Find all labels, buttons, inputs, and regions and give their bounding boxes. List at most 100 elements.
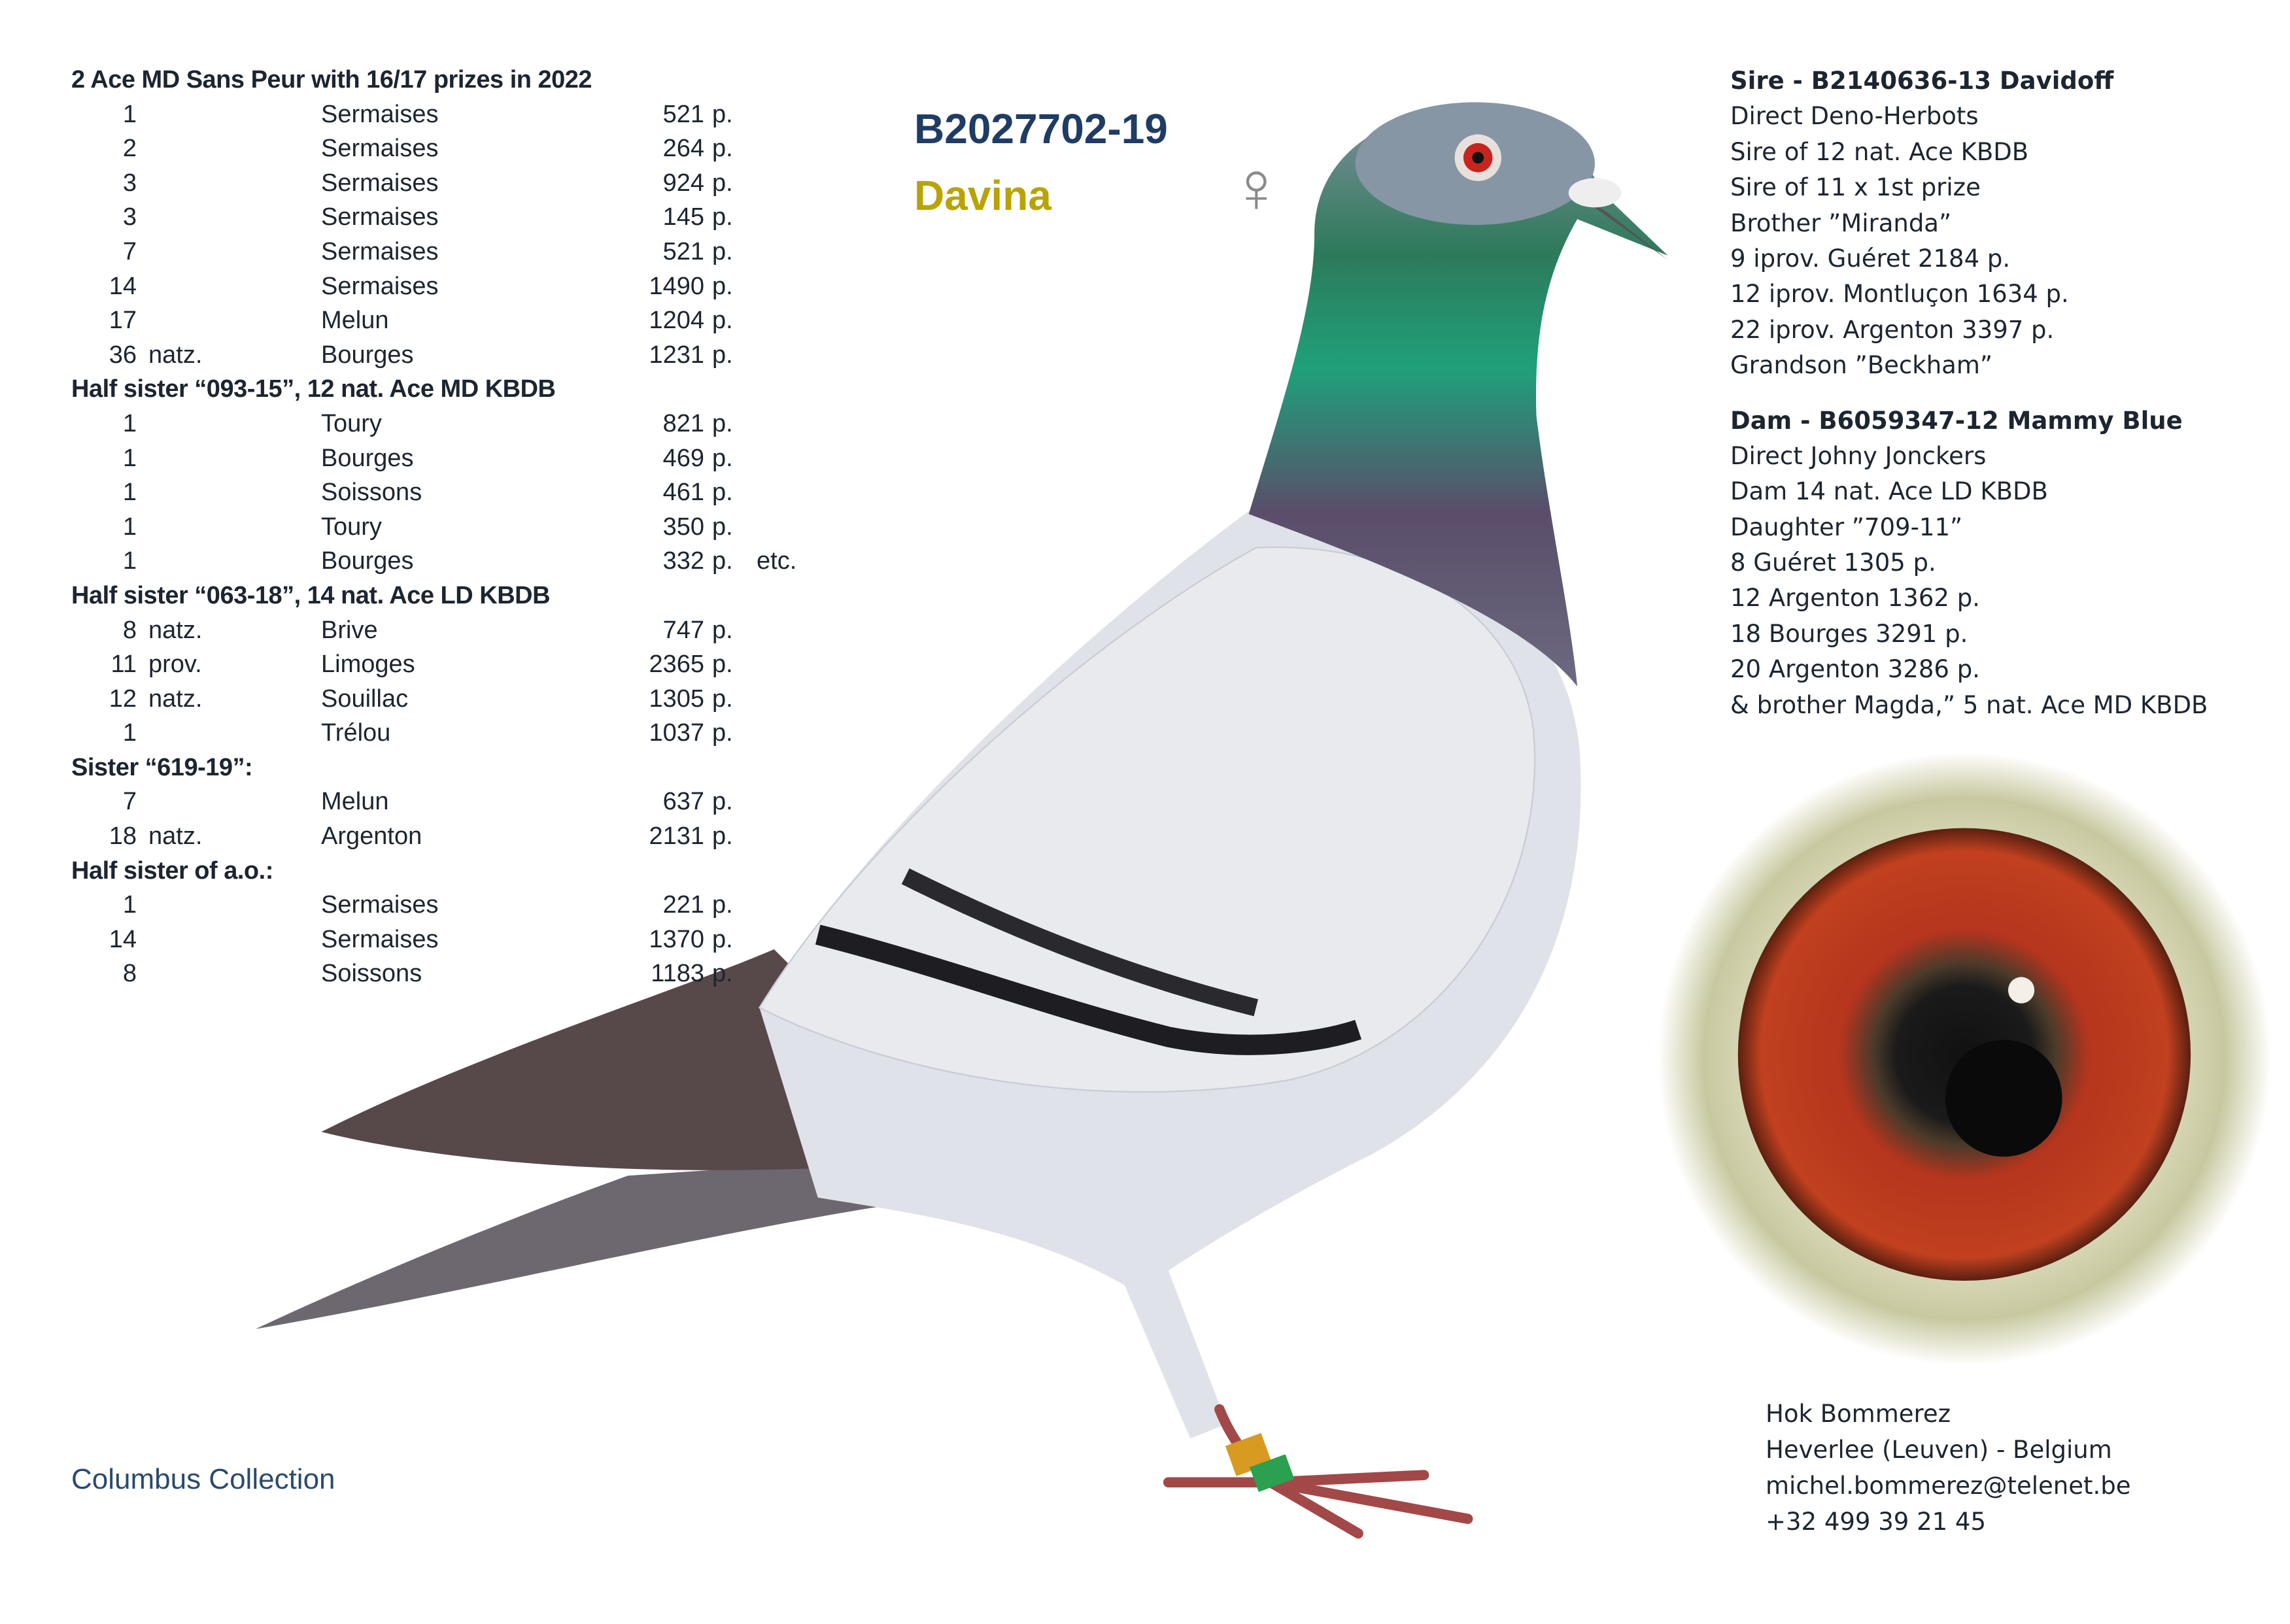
result-pos: 3 [122, 169, 137, 197]
dam-line: Daughter ”709-11” [1730, 513, 1963, 541]
result-pos: 1 [122, 479, 137, 507]
result-unit: p. [712, 891, 733, 919]
result-pts: 1370 [649, 925, 704, 953]
result-pos: 1 [122, 444, 137, 472]
result-row: 8 natz. Brive 747 p. [71, 613, 733, 648]
result-unit: p. [712, 237, 733, 265]
result-loc: Sermaises [321, 891, 439, 919]
result-row: 8 Soissons 1183 p. [71, 956, 733, 991]
result-pos: 2 [122, 135, 137, 163]
collection-label: Columbus Collection [71, 1463, 335, 1495]
result-pos: 1 [122, 547, 137, 575]
result-unit: p. [712, 169, 733, 197]
sire-line: Grandson ”Beckham” [1730, 351, 1993, 380]
result-pts: 521 [662, 237, 704, 265]
dam-line: 18 Bourges 3291 p. [1730, 619, 1968, 648]
beak [1569, 190, 1668, 260]
result-unit: p. [712, 100, 733, 128]
pigeon-name: Davina [914, 172, 1051, 219]
result-unit: p. [712, 513, 733, 541]
result-unit: p. [712, 685, 733, 713]
result-row: 18 natz. Argenton 2131 p. [71, 819, 733, 854]
result-row: 14 Sermaises 1370 p. [71, 922, 733, 957]
section-heading: Half sister of a.o.: [71, 856, 273, 885]
result-unit: p. [712, 444, 733, 472]
sire-line: Sire of 11 x 1st prize [1730, 173, 1981, 202]
result-pos: 36 [109, 341, 137, 369]
result-loc: Melun [321, 788, 389, 816]
result-pts: 469 [662, 444, 704, 472]
result-pts: 1305 [649, 685, 704, 713]
result-pts: 2131 [649, 822, 704, 851]
result-pts: 924 [662, 169, 704, 197]
result-pts: 1490 [649, 272, 704, 300]
spacer [1730, 384, 2208, 403]
wing-bar [901, 868, 1258, 1017]
sire-line: Brother ”Miranda” [1730, 209, 1952, 237]
result-pts: 1204 [649, 307, 704, 335]
results-list: 2 Ace MD Sans Peur with 16/17 prizes in … [71, 63, 796, 991]
contact-phone: +32 499 39 21 45 [1766, 1508, 1986, 1536]
result-loc: Bourges [321, 547, 414, 575]
result-pts: 264 [662, 135, 704, 163]
result-row: 1 Soissons 461 p. [71, 475, 733, 510]
result-pos: 14 [109, 272, 137, 300]
tail [255, 1160, 891, 1329]
result-unit: p. [712, 960, 733, 988]
result-loc: Toury [321, 513, 382, 541]
result-unit: p. [712, 409, 733, 437]
result-row: 1 Trélou 1037 p. [71, 716, 733, 751]
result-loc: Soissons [321, 479, 422, 507]
result-row: 36 natz. Bourges 1231 p. [71, 338, 733, 373]
eye-closeup [1657, 752, 2271, 1366]
sire-line: 12 iprov. Montluçon 1634 p. [1730, 280, 2069, 309]
dam-line: Direct Johny Jonckers [1730, 441, 1987, 470]
result-unit: p. [712, 719, 733, 747]
section-heading: Half sister “063-18”, 14 nat. Ace LD KBD… [71, 581, 551, 609]
result-pts: 1183 [651, 960, 704, 988]
result-pos: 12 [109, 685, 137, 713]
result-unit: p. [712, 822, 733, 851]
result-loc: Soissons [321, 960, 422, 988]
result-loc: Brive [321, 616, 378, 644]
section-heading: 2 Ace MD Sans Peur with 16/17 prizes in … [71, 66, 592, 93]
result-pts: 332 [662, 547, 704, 575]
result-loc: Souillac [321, 685, 409, 713]
result-loc: Sermaises [321, 203, 439, 231]
result-unit: p. [712, 616, 733, 644]
result-loc: Bourges [321, 341, 414, 369]
result-pos: 17 [109, 307, 137, 335]
result-pos: 1 [122, 719, 137, 747]
result-pos: 3 [122, 203, 137, 231]
result-row: 7 Sermaises 521 p. [71, 235, 733, 269]
contact-email[interactable]: michel.bommerez@telenet.be [1766, 1472, 2131, 1500]
result-loc: Sermaises [321, 169, 439, 197]
result-unit: p. [712, 547, 733, 575]
result-row: 11 prov. Limoges 2365 p. [71, 647, 733, 682]
sire-heading: Sire - B2140636-13 Davidoff [1730, 67, 2114, 95]
result-pts: 637 [662, 788, 704, 816]
result-loc: Sermaises [321, 272, 439, 300]
result-unit: p. [712, 341, 733, 369]
result-qual: natz. [148, 822, 203, 851]
result-unit: p. [712, 925, 733, 953]
result-pos: 8 [122, 616, 137, 644]
result-pts: 145 [662, 203, 704, 231]
result-loc: Sermaises [321, 100, 439, 128]
result-row: 7 Melun 637 p. [71, 785, 733, 819]
result-pos: 1 [122, 513, 137, 541]
result-unit: p. [712, 307, 733, 335]
result-unit: p. [712, 272, 733, 300]
result-pos: 18 [109, 822, 137, 851]
result-row: 1 Sermaises 221 p. [71, 888, 733, 922]
contact-block: Hok Bommerez Heverlee (Leuven) - Belgium… [1766, 1396, 2131, 1540]
result-loc: Sermaises [321, 135, 439, 163]
result-row: 17 Melun 1204 p. [71, 303, 733, 338]
sire-line: Sire of 12 nat. Ace KBDB [1730, 137, 2029, 166]
result-pos: 8 [122, 960, 137, 988]
result-unit: p. [712, 135, 733, 163]
result-unit: p. [712, 788, 733, 816]
result-pts: 1037 [649, 719, 704, 747]
result-pos: 7 [122, 237, 137, 265]
